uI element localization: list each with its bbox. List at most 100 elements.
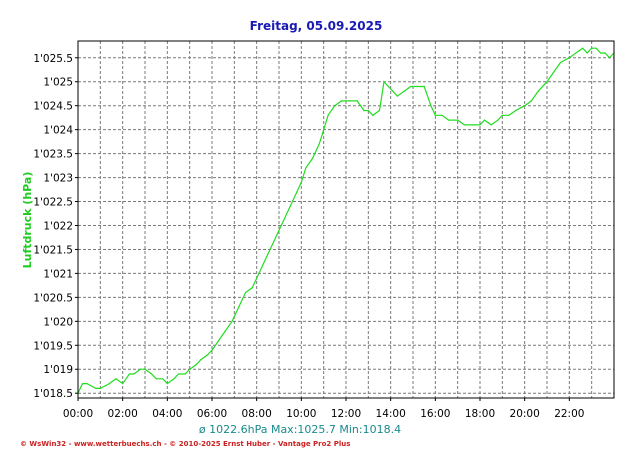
data-point [490, 124, 492, 126]
y-tick-label: 1'022.5 [33, 197, 73, 209]
chart-title: Freitag, 05.09.2025 [250, 19, 383, 33]
data-point [133, 373, 135, 375]
data-point [604, 52, 606, 54]
y-tick-label: 1'021.5 [33, 244, 73, 256]
data-point [251, 287, 253, 289]
x-tick-label: 16:00 [420, 408, 450, 420]
data-point [595, 47, 597, 49]
y-tick-label: 1'021 [43, 268, 73, 280]
data-point [144, 368, 146, 370]
data-point [115, 378, 117, 380]
data-point [537, 90, 539, 92]
data-point [497, 119, 499, 121]
data-point [289, 205, 291, 207]
data-point [345, 100, 347, 102]
data-point [206, 354, 209, 356]
x-tick-label: 20:00 [510, 408, 540, 420]
y-tick-label: 1'019.5 [33, 340, 73, 352]
x-tick-label: 22:00 [554, 408, 584, 420]
data-point [508, 114, 510, 116]
data-point [282, 220, 285, 222]
y-tick-label: 1'025 [43, 77, 73, 89]
data-point [162, 378, 164, 380]
x-tick-label: 04:00 [152, 408, 182, 420]
data-point [559, 62, 562, 64]
data-point [448, 119, 450, 121]
data-point [372, 114, 374, 116]
data-point [231, 320, 233, 322]
y-axis-tick-labels: 1'018.5 1'019 1'019.5 1'020 1'020.5 1'021 1'02… [33, 53, 73, 400]
data-point [256, 277, 258, 279]
data-point [515, 109, 517, 112]
y-tick-label: 1'024 [43, 125, 73, 137]
data-point [224, 330, 226, 332]
data-point [463, 124, 465, 126]
grid-lines [75, 41, 614, 401]
data-point [139, 368, 142, 370]
data-point [410, 85, 412, 88]
data-point [608, 57, 611, 59]
y-tick-label: 1'018.5 [33, 388, 73, 400]
y-tick-label: 1'024.5 [33, 101, 73, 113]
data-point [311, 157, 314, 159]
x-tick-label: 06:00 [197, 408, 227, 420]
series-line-pressure [77, 47, 615, 394]
data-point [349, 100, 352, 102]
data-point [472, 124, 474, 126]
data-point [86, 383, 88, 385]
data-point [323, 129, 325, 131]
data-point [128, 373, 130, 375]
data-point [441, 114, 443, 116]
data-point [218, 339, 220, 342]
data-point [367, 109, 369, 112]
y-tick-label: 1'022 [43, 220, 73, 232]
data-point [530, 100, 533, 102]
data-point [423, 85, 425, 88]
data-point [155, 378, 157, 380]
data-point [591, 47, 593, 49]
data-point [122, 383, 124, 385]
data-point [434, 114, 436, 116]
data-point [211, 349, 213, 351]
data-point [524, 105, 526, 107]
data-point [305, 167, 307, 169]
data-point [276, 234, 278, 236]
data-point [184, 373, 186, 375]
data-point [151, 373, 153, 375]
data-point [383, 81, 385, 83]
data-point [387, 85, 389, 88]
data-point [318, 143, 320, 145]
data-point [403, 90, 405, 92]
y-tick-label: 1'023.5 [33, 149, 73, 161]
data-point [173, 378, 175, 380]
data-point [334, 105, 336, 107]
data-point [296, 191, 298, 193]
y-tick-label: 1'023 [43, 173, 73, 185]
footer-copyright: © WsWin32 - www.wetterbuechs.ch - © 2010… [20, 440, 350, 448]
data-point [166, 383, 168, 385]
data-point [479, 124, 481, 126]
y-axis-label: Luftdruck (hPa) [21, 172, 34, 269]
x-tick-label: 02:00 [108, 408, 138, 420]
plot-area [77, 40, 615, 399]
data-point [546, 81, 548, 83]
data-point [378, 109, 381, 112]
y-tick-label: 1'020.5 [33, 292, 73, 304]
data-point [95, 387, 97, 389]
y-tick-label: 1'025.5 [33, 53, 73, 65]
data-point [81, 383, 84, 385]
data-point [396, 95, 398, 97]
data-point [430, 105, 432, 107]
x-axis-tick-labels: 00:00 02:00 04:00 06:00 08:00 10:00 12:00 14:00… [63, 408, 585, 420]
data-point [269, 248, 271, 250]
x-tick-label: 10:00 [286, 408, 316, 420]
data-point [392, 90, 394, 92]
data-point [327, 114, 329, 116]
data-point [457, 119, 459, 121]
data-point [189, 368, 191, 370]
data-point [108, 383, 110, 385]
data-point [586, 52, 588, 54]
series-layer [77, 47, 615, 394]
data-point [600, 52, 602, 54]
